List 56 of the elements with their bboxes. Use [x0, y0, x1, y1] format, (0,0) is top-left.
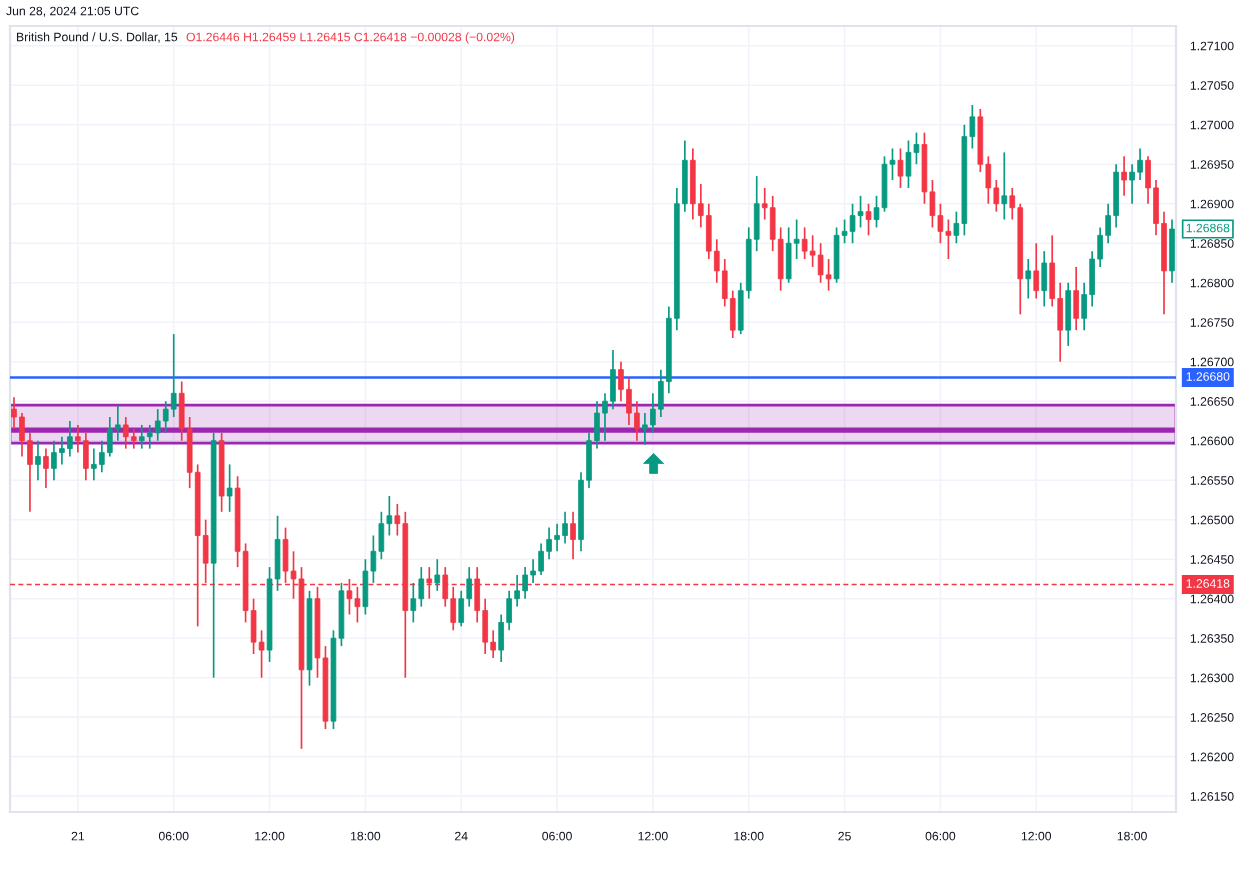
candlestick: [522, 566, 528, 600]
candlestick: [1121, 155, 1127, 197]
candlestick: [801, 226, 808, 260]
candlestick: [817, 242, 824, 284]
candlestick: [226, 463, 233, 513]
candlestick: [897, 147, 904, 189]
candlestick: [170, 333, 177, 418]
candlestick: [530, 558, 536, 584]
candlestick: [1065, 281, 1071, 347]
candlestick: [1025, 258, 1032, 300]
candlestick: [1041, 250, 1048, 308]
candlestick: [1137, 147, 1143, 181]
candlestick: [562, 510, 568, 545]
candlestick: [67, 420, 73, 458]
candlestick: [1169, 218, 1175, 284]
candlestick: [626, 376, 632, 426]
candlestick: [130, 428, 137, 450]
candlestick: [146, 424, 153, 450]
candlestick: [865, 202, 872, 237]
candlestick: [785, 226, 792, 284]
candlestick: [434, 558, 441, 592]
candlestick: [162, 400, 169, 434]
candlestick: [91, 447, 97, 482]
candlestick: [857, 195, 864, 229]
candlestick: [610, 349, 616, 410]
candlestick: [35, 439, 41, 482]
candlestick: [138, 424, 145, 450]
candlestick: [83, 431, 89, 482]
candlestick: [43, 447, 49, 489]
candlestick: [1033, 242, 1040, 300]
candlestick: [642, 412, 648, 446]
candlestick: [1001, 151, 1008, 221]
candlestick: [881, 155, 888, 213]
candlestick: [538, 542, 544, 576]
candlestick: [51, 439, 57, 482]
candlestick: [1129, 163, 1135, 205]
candlestick: [362, 558, 369, 616]
candlestick: [19, 412, 25, 458]
candlestick: [690, 147, 696, 221]
candlestick: [570, 510, 576, 561]
candlestick: [154, 408, 161, 442]
candlestick: [1113, 163, 1119, 229]
candlestick: [554, 522, 560, 553]
candlestick: [825, 258, 832, 292]
candlestick: [122, 416, 129, 450]
candlestick: [107, 416, 113, 458]
candlestick: [905, 139, 912, 189]
candlestick: [945, 218, 952, 260]
candlestick: [418, 566, 425, 608]
candlestick: [354, 586, 361, 624]
candlestick: [809, 234, 816, 268]
candlestick: [410, 582, 417, 624]
candlestick: [1073, 266, 1079, 331]
candlestick: [849, 202, 856, 245]
candlestick: [833, 226, 840, 284]
candlestick: [59, 435, 65, 466]
